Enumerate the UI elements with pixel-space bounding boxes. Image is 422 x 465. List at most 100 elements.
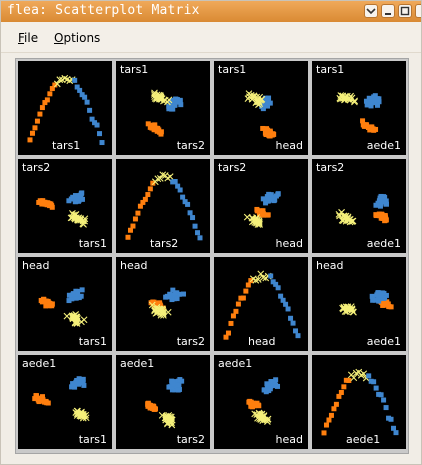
data-point — [271, 197, 277, 203]
data-point — [73, 379, 79, 385]
data-point — [268, 192, 274, 198]
data-point — [76, 378, 82, 384]
data-point — [336, 393, 342, 399]
window-title: flea: Scatterplot Matrix — [7, 3, 200, 18]
data-point — [151, 306, 159, 313]
data-point — [77, 215, 85, 223]
cell-y-label: tars2 — [218, 161, 247, 174]
data-point — [82, 94, 88, 100]
scatterplot-cell[interactable]: head tars2 — [116, 257, 210, 351]
data-point — [84, 99, 90, 105]
data-point — [378, 392, 384, 398]
data-point — [268, 383, 274, 389]
plot-area — [321, 368, 399, 436]
scatterplot-cell[interactable]: aede1 head — [214, 355, 308, 449]
data-point — [264, 381, 270, 387]
data-point — [263, 132, 269, 138]
data-point — [369, 293, 375, 299]
scatterplot-cell[interactable]: tars1 aede1 — [312, 61, 406, 155]
maximize-icon[interactable] — [398, 4, 412, 18]
data-point — [377, 203, 383, 209]
data-point — [391, 425, 397, 431]
data-point — [176, 382, 182, 388]
cell-x-label: tars1 — [78, 433, 107, 446]
plot-area — [335, 193, 389, 226]
data-point — [339, 92, 346, 100]
scatterplot-cell[interactable]: aede1 tars2 — [116, 355, 210, 449]
data-point — [161, 96, 169, 104]
data-point — [47, 91, 53, 97]
data-point — [36, 199, 42, 205]
data-point — [150, 123, 156, 129]
scatterplot-cell[interactable]: aede1 — [312, 355, 406, 449]
cell-x-label: tars1 — [78, 237, 107, 250]
cell-x-label: tars2 — [150, 237, 179, 250]
scatterplot-cell[interactable]: head — [214, 257, 308, 351]
menu-arrow-icon[interactable] — [364, 4, 378, 18]
data-point — [166, 106, 172, 112]
data-point — [195, 230, 201, 236]
scatterplot-cell[interactable]: tars2 — [116, 159, 210, 253]
data-point — [250, 402, 256, 408]
data-point — [173, 96, 179, 102]
data-point — [142, 196, 148, 202]
data-point — [260, 211, 266, 217]
data-point — [254, 400, 260, 406]
plot-area — [336, 92, 382, 133]
cell-x-label: tars2 — [176, 433, 205, 446]
scatterplot-cell[interactable]: tars2 head — [214, 159, 308, 253]
data-point — [152, 406, 158, 412]
plot-area — [148, 287, 186, 319]
data-point — [360, 370, 368, 378]
data-point — [73, 198, 79, 204]
data-point — [383, 215, 389, 221]
cell-y-label: head — [120, 259, 148, 272]
data-point — [150, 180, 156, 186]
scatterplot-cell[interactable]: head tars1 — [18, 257, 112, 351]
scatterplot-cell[interactable]: tars2 tars1 — [18, 159, 112, 253]
close-icon[interactable] — [415, 4, 421, 18]
cell-y-label: aede1 — [22, 357, 57, 370]
scatterplot-cell[interactable]: tars1 head — [214, 61, 308, 155]
cell-x-label: head — [275, 139, 303, 152]
scatterplot-cell[interactable]: tars2 aede1 — [312, 159, 406, 253]
data-point — [331, 406, 337, 412]
data-point — [66, 298, 72, 304]
scatterplot-cell[interactable]: tars1 tars2 — [116, 61, 210, 155]
data-point — [77, 87, 83, 93]
plot-area — [223, 270, 301, 340]
data-point — [336, 212, 343, 220]
data-point — [228, 320, 234, 326]
plot-area — [243, 191, 281, 228]
data-point — [328, 412, 334, 418]
data-point — [80, 316, 88, 324]
data-point — [170, 106, 176, 112]
data-point — [94, 122, 100, 128]
data-point — [135, 210, 141, 216]
menu-options[interactable]: Options — [54, 31, 101, 45]
scatterplot-cell[interactable]: tars1 — [18, 61, 112, 155]
data-point — [56, 76, 64, 84]
scatterplot-cell[interactable]: aede1 tars1 — [18, 355, 112, 449]
data-point — [37, 111, 43, 117]
data-point — [75, 291, 81, 297]
cell-x-label: aede1 — [366, 237, 401, 250]
data-point — [254, 216, 261, 224]
menu-file[interactable]: File — [18, 31, 39, 45]
data-point — [77, 413, 85, 420]
data-point — [366, 373, 372, 379]
scatterplot-cell[interactable]: head aede1 — [312, 257, 406, 351]
data-point — [74, 84, 80, 90]
plot-area — [339, 290, 394, 316]
data-point — [230, 313, 236, 319]
data-point — [159, 310, 167, 318]
data-point — [182, 199, 188, 205]
title-bar[interactable]: flea: Scatterplot Matrix — [1, 1, 421, 22]
data-point — [79, 196, 85, 202]
scatterplot-matrix: tars1 tars1 tars2 tars1 head tars1 aede1 tars2 t… — [15, 58, 409, 454]
data-point — [267, 100, 273, 106]
data-point — [130, 223, 136, 229]
minimize-icon[interactable] — [381, 4, 395, 18]
data-point — [275, 191, 281, 197]
menu-bar: File Options — [1, 22, 421, 53]
